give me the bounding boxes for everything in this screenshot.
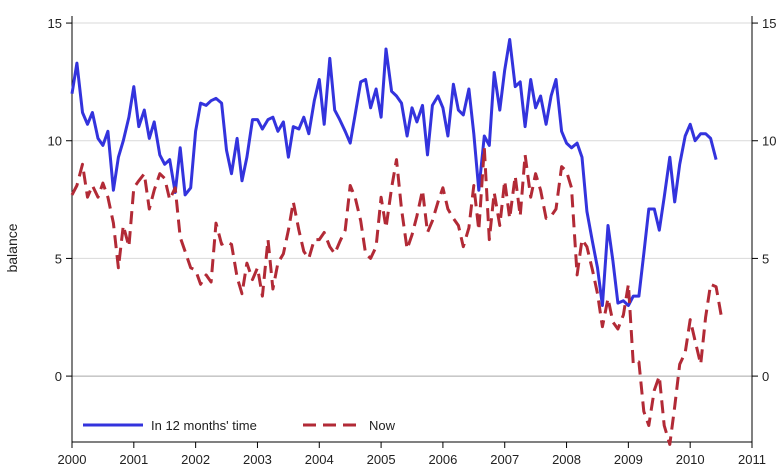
- x-tick-label-2001: 2001: [119, 452, 148, 467]
- legend: In 12 months' time Now: [83, 418, 396, 433]
- ticks: 0 5 10 15 0 5 10 15 2000 2001 2002 2003 2004 2005 2006…: [48, 16, 777, 467]
- legend-label-now: Now: [369, 418, 396, 433]
- x-tick-label-2010: 2010: [676, 452, 705, 467]
- legend-label-in-12-months: In 12 months' time: [151, 418, 257, 433]
- x-tick-label-2005: 2005: [367, 452, 396, 467]
- y-tick-label-0: 0: [55, 369, 62, 384]
- right-y-tick-label-10: 10: [762, 134, 776, 149]
- x-tick-label-2003: 2003: [243, 452, 272, 467]
- series-line-in-12-months: [70, 38, 718, 307]
- x-tick-label-2002: 2002: [181, 452, 210, 467]
- y-tick-label-5: 5: [55, 251, 62, 266]
- x-tick-label-2006: 2006: [428, 452, 457, 467]
- series-line-now: [70, 146, 723, 446]
- y-tick-label-15: 15: [48, 16, 62, 31]
- x-tick-label-2000: 2000: [58, 452, 87, 467]
- series-lines: [70, 38, 723, 446]
- x-tick-label-2009: 2009: [614, 452, 643, 467]
- x-tick-label-2007: 2007: [490, 452, 519, 467]
- y-axis-title: balance: [4, 223, 20, 272]
- x-tick-label-2004: 2004: [305, 452, 334, 467]
- right-y-tick-label-5: 5: [762, 251, 769, 266]
- x-tick-label-2008: 2008: [552, 452, 581, 467]
- x-tick-label-2011: 2011: [738, 452, 766, 467]
- right-y-tick-label-15: 15: [762, 16, 776, 31]
- gridlines: [72, 22, 752, 377]
- right-y-tick-label-0: 0: [762, 369, 769, 384]
- y-tick-label-10: 10: [48, 134, 62, 149]
